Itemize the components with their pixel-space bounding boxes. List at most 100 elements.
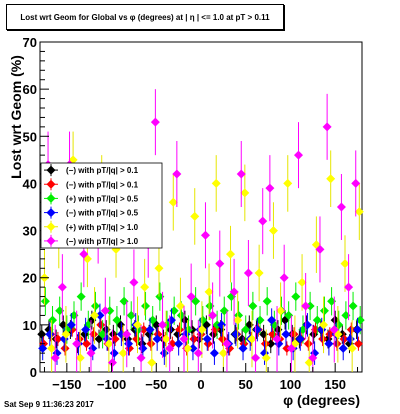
y-tick-label: 50 xyxy=(23,129,37,144)
data-point xyxy=(353,325,363,335)
data-point xyxy=(261,353,271,363)
data-point xyxy=(251,353,261,363)
data-point xyxy=(90,310,100,320)
data-point xyxy=(132,320,142,330)
data-point xyxy=(95,310,105,320)
data-point xyxy=(202,334,212,344)
data-point xyxy=(324,339,334,349)
data-point xyxy=(107,358,117,368)
data-point xyxy=(189,334,199,344)
legend-entry-label: (−) with pT/|q| > 0.1 xyxy=(66,166,139,175)
x-tick-label: 100 xyxy=(280,377,302,392)
data-point xyxy=(344,282,354,292)
data-point xyxy=(267,315,277,325)
data-point xyxy=(295,334,305,344)
y-tick-label: 40 xyxy=(23,176,37,191)
legend: (−) with pT/|q| > 0.1 (−) with pT/|q| > 0… xyxy=(40,162,163,249)
data-point xyxy=(90,301,100,311)
data-point xyxy=(38,343,48,353)
data-point xyxy=(40,296,50,306)
x-tick-label: −150 xyxy=(52,377,81,392)
legend-marker xyxy=(46,165,56,175)
data-point xyxy=(258,216,268,226)
data-point xyxy=(161,334,171,344)
data-point xyxy=(136,353,146,363)
y-tick-label: 20 xyxy=(23,271,37,286)
y-tick-label: 70 xyxy=(23,35,37,50)
data-point xyxy=(147,358,157,368)
data-point xyxy=(255,315,265,325)
data-point xyxy=(191,296,201,306)
data-point xyxy=(172,169,182,179)
data-point xyxy=(247,334,257,344)
x-tick-label: 0 xyxy=(197,377,204,392)
data-point xyxy=(265,183,275,193)
data-point xyxy=(55,306,65,316)
data-point xyxy=(66,320,76,330)
data-point xyxy=(347,343,357,353)
data-point xyxy=(231,329,241,339)
data-point xyxy=(61,329,71,339)
data-point xyxy=(318,334,328,344)
data-point xyxy=(183,343,193,353)
data-point xyxy=(339,334,349,344)
data-point xyxy=(286,343,296,353)
data-point xyxy=(319,320,329,330)
x-tick-label: −50 xyxy=(145,377,167,392)
x-tick-label: 50 xyxy=(238,377,252,392)
data-point xyxy=(175,301,185,311)
data-point xyxy=(260,339,270,349)
data-point xyxy=(346,325,356,335)
data-point xyxy=(174,339,184,349)
data-point xyxy=(150,117,160,127)
data-point xyxy=(266,339,276,349)
data-point xyxy=(141,301,151,311)
data-point xyxy=(86,348,96,358)
legend-entry-label: (+) with pT/|q| > 1.0 xyxy=(66,223,139,232)
data-point xyxy=(308,353,318,363)
data-point xyxy=(186,292,196,302)
data-point xyxy=(254,268,264,278)
data-point xyxy=(293,150,303,160)
data-point xyxy=(279,273,289,283)
data-point xyxy=(208,310,218,320)
data-point xyxy=(325,329,335,339)
data-point xyxy=(168,197,178,207)
data-point xyxy=(312,315,322,325)
data-point xyxy=(326,174,336,184)
data-point xyxy=(112,315,122,325)
axes-layer: −150 −100 −50 0 50 100 150 0 10 20 30 40 50 60 70 xyxy=(23,35,359,392)
data-point xyxy=(336,202,346,212)
data-point xyxy=(211,178,221,188)
legend-marker xyxy=(46,236,56,246)
data-point xyxy=(152,334,162,344)
data-point xyxy=(238,343,248,353)
data-point xyxy=(190,211,200,221)
data-point xyxy=(158,320,168,330)
y-tick-label: 0 xyxy=(30,365,37,380)
data-point xyxy=(218,348,228,358)
data-point xyxy=(197,325,207,335)
legend-marker xyxy=(46,222,56,232)
data-point xyxy=(351,178,361,188)
data-point xyxy=(100,306,110,316)
data-point xyxy=(315,244,325,254)
legend-entry-label: (+) with pT/|q| > 0.5 xyxy=(66,194,139,203)
data-point xyxy=(319,306,329,316)
data-point xyxy=(79,249,89,259)
data-point xyxy=(301,301,311,311)
data-point xyxy=(226,249,236,259)
legend-marker xyxy=(46,179,56,189)
data-point xyxy=(75,353,85,363)
data-point xyxy=(193,348,203,358)
data-point xyxy=(229,287,239,297)
data-point xyxy=(57,282,67,292)
data-point xyxy=(297,277,307,287)
data-point xyxy=(338,343,348,353)
data-point xyxy=(283,178,293,188)
data-point xyxy=(240,188,250,198)
x-axis-title: φ (degrees) xyxy=(283,392,360,408)
data-point xyxy=(276,306,286,316)
data-point xyxy=(188,343,198,353)
